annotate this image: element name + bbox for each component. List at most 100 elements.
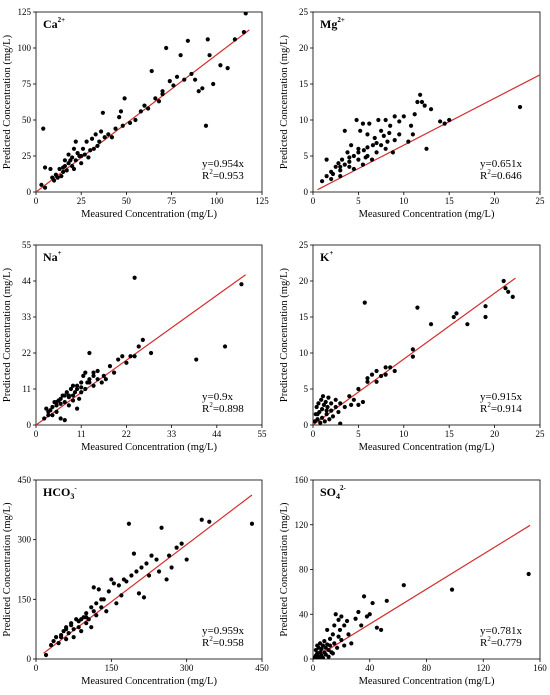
data-point [360, 162, 366, 167]
y-tick-label: 50 [22, 115, 32, 125]
data-point [79, 380, 84, 385]
data-point [71, 166, 77, 172]
data-point [169, 565, 174, 570]
ion-base: Mg [320, 17, 337, 31]
data-point [71, 627, 76, 632]
data-point [313, 647, 318, 653]
y-tick-label: 10 [299, 348, 309, 358]
data-point [182, 77, 187, 82]
panel-ca: 0 25 50 75 100 125 0 25 50 75 100 125 Measured Conce… [2, 7, 269, 220]
equation-label: y=0.651x [480, 158, 522, 170]
ion-superscript: + [58, 249, 62, 257]
data-point [101, 373, 106, 379]
ion-superscript: - [74, 484, 77, 492]
data-point [315, 412, 320, 417]
y-tick-label: 33 [22, 312, 32, 322]
data-point [48, 408, 53, 413]
x-tick-label: 25 [77, 196, 87, 206]
data-point [132, 354, 137, 359]
data-point [160, 89, 165, 94]
data-point [374, 625, 379, 630]
data-point [323, 645, 328, 650]
x-tick-label: 0 [34, 429, 39, 439]
r2-superscript: 2 [487, 168, 491, 176]
data-point [167, 79, 172, 84]
data-point [359, 623, 364, 628]
data-point [62, 399, 67, 405]
panel-mg: 0 5 10 15 20 25 0 5 10 15 20 25 Measured Concentrati… [279, 7, 545, 220]
x-tick-label: 100 [210, 196, 224, 206]
y-tick-label: 75 [22, 79, 32, 89]
data-point [451, 314, 456, 320]
data-point [344, 618, 350, 624]
data-point [83, 370, 88, 375]
data-point [383, 372, 388, 377]
data-point [131, 551, 137, 556]
y-tick-label: 5 [304, 151, 309, 161]
y-tick-label: 25 [22, 151, 32, 161]
data-point [93, 132, 98, 137]
data-point [483, 314, 488, 320]
x-tick-label: 10 [399, 429, 409, 439]
x-tick-label: 125 [255, 196, 269, 206]
ion-label: HCO3- [43, 484, 77, 501]
data-point [68, 386, 74, 392]
data-point [327, 643, 333, 648]
data-point [327, 417, 332, 422]
data-point [205, 37, 210, 42]
data-point [333, 404, 338, 410]
data-point [70, 155, 75, 160]
data-point [128, 354, 133, 359]
data-point [80, 146, 86, 151]
data-point [324, 408, 329, 413]
data-point [59, 174, 64, 179]
y-tick-label: 55 [22, 240, 32, 250]
data-point [140, 337, 145, 343]
data-point [117, 115, 122, 120]
data-point [323, 652, 328, 657]
data-point [342, 162, 347, 167]
x-tick-label: 450 [255, 663, 269, 673]
x-tick-label: 20 [490, 196, 500, 206]
points-group [313, 571, 531, 659]
data-point [114, 601, 119, 606]
fit-line [313, 524, 531, 659]
data-point [326, 647, 331, 653]
data-point [384, 598, 389, 603]
data-point [91, 146, 96, 151]
data-point [243, 12, 248, 16]
r2-value: =0.779 [491, 637, 522, 649]
data-point [406, 139, 411, 144]
data-point [95, 143, 100, 149]
data-point [317, 641, 323, 646]
x-axis-title: Measured Concentration (mg/L) [81, 209, 217, 220]
data-point [392, 138, 397, 143]
data-point [526, 571, 531, 577]
y-tick-label: 160 [295, 475, 309, 485]
y-tick-label: 15 [299, 312, 309, 322]
data-point [222, 344, 228, 349]
data-point [87, 350, 92, 356]
data-point [349, 143, 354, 148]
x-tick-label: 10 [399, 196, 409, 206]
data-point [379, 627, 384, 633]
x-axis-title: Measured Concentration (mg/L) [359, 209, 495, 220]
x-tick-label: 15 [445, 196, 455, 206]
data-point [156, 99, 162, 104]
data-point [345, 150, 350, 155]
r-squared-label: R2=0.914 [480, 401, 522, 415]
data-point [339, 157, 345, 162]
data-point [50, 404, 55, 410]
r2-symbol: R [202, 637, 210, 649]
data-point [42, 185, 48, 190]
data-point [379, 143, 384, 148]
ion-base: K [320, 250, 330, 264]
data-point [74, 383, 80, 388]
data-point [66, 152, 71, 157]
data-point [370, 143, 376, 148]
y-tick-label: 80 [299, 565, 309, 575]
data-point [142, 103, 147, 108]
data-point [69, 623, 74, 628]
data-point [347, 394, 352, 399]
data-point [329, 401, 334, 406]
